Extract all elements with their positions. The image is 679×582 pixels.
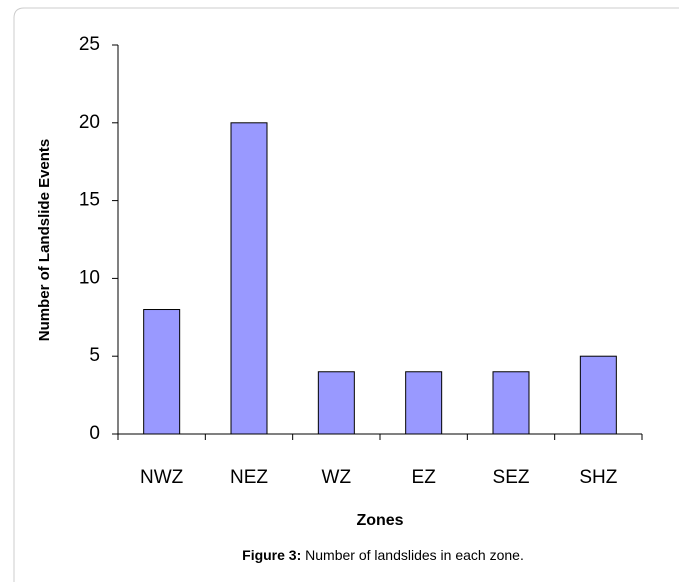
x-tick-label: SEZ: [493, 467, 530, 488]
bar: [579, 355, 617, 435]
x-tick-label: SHZ: [579, 467, 617, 488]
bar: [317, 371, 355, 435]
bar: [492, 371, 530, 435]
bar: [230, 122, 268, 435]
bar: [143, 309, 181, 435]
y-tick-label: 25: [79, 34, 100, 55]
y-axis-label: Number of Landslide Events: [36, 139, 53, 342]
x-tick-label: EZ: [412, 467, 437, 488]
x-tick-label: NWZ: [140, 467, 184, 488]
x-tick-label: WZ: [322, 467, 352, 488]
x-tick-label: NEZ: [230, 467, 268, 488]
caption-label: Figure 3:: [242, 547, 301, 563]
x-axis-label: Zones: [356, 512, 403, 529]
caption-text: Number of landslides in each zone.: [305, 547, 524, 563]
bar: [405, 371, 443, 435]
caption: Figure 3: Number of landslides in each z…: [242, 547, 524, 563]
y-tick-label: 5: [89, 345, 100, 366]
y-tick-label: 10: [79, 267, 100, 288]
y-tick-label: 20: [79, 112, 100, 133]
frame: [13, 7, 679, 582]
y-tick-label: 0: [89, 423, 100, 444]
y-tick-label: 15: [79, 190, 100, 211]
